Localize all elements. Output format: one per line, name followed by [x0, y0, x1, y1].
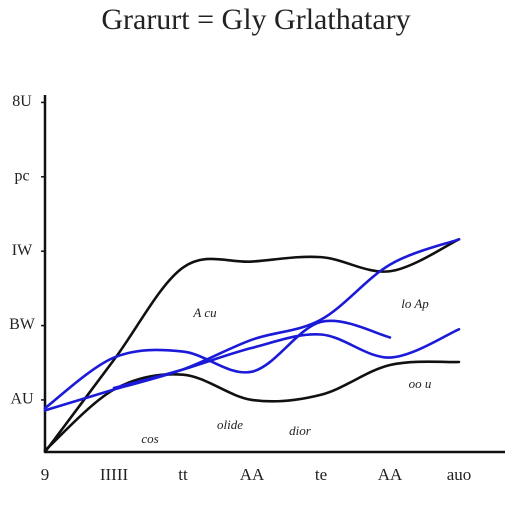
line	[112, 327, 461, 390]
x-tick-label: AA	[240, 465, 265, 484]
y-tick-label: AU	[10, 391, 34, 408]
annotation: olide	[217, 417, 243, 432]
line	[43, 237, 461, 454]
y-tick-label: BW	[9, 316, 36, 333]
y-tick-label: pc	[14, 167, 29, 184]
line	[43, 319, 392, 410]
annotation: A cu	[192, 305, 217, 320]
annotation: dior	[289, 423, 312, 438]
x-tick-label: IIIII	[100, 465, 129, 484]
annotation: cos	[141, 431, 158, 446]
x-tick-label: AA	[378, 465, 403, 484]
line	[43, 237, 461, 412]
x-tick-label: auo	[447, 465, 472, 484]
chart-title: Grarurt = Gly Grlathatary	[101, 3, 410, 36]
y-tick-label: IW	[12, 242, 33, 259]
x-tick-label: tt	[178, 465, 188, 484]
x-tick-label: 9	[41, 465, 50, 484]
line	[43, 360, 461, 452]
annotation: lo Ap	[401, 296, 429, 311]
annotation: oo u	[409, 376, 432, 391]
x-tick-label: te	[315, 465, 327, 484]
y-tick-label: 8U	[12, 93, 32, 110]
